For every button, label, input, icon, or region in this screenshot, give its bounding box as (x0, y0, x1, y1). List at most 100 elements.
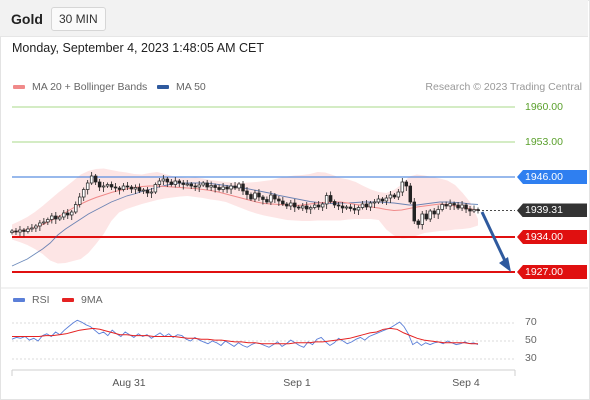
candle-body (217, 187, 221, 190)
candle-body (468, 208, 472, 212)
candle-body (305, 205, 309, 210)
candle-body (456, 204, 460, 209)
price-tag-support-5: 1927.00 (517, 265, 587, 279)
candle-body (89, 175, 94, 184)
candle-body (412, 201, 416, 222)
candle-body (380, 198, 385, 202)
chart-header: Gold 30 MIN (0, 0, 588, 37)
candle-body (125, 185, 130, 188)
rsi-axis-label-70: 70 (525, 316, 537, 328)
candle-body (460, 204, 464, 209)
ma20-line (11, 185, 479, 233)
candle-body (312, 204, 317, 208)
candle-body (452, 203, 456, 206)
ma50-line (11, 182, 479, 267)
candle-body (324, 195, 329, 205)
candle-body (340, 205, 345, 209)
timeframe-button[interactable]: 30 MIN (51, 7, 106, 31)
candle-body (396, 191, 401, 198)
candle-body (281, 200, 285, 205)
candle-body (404, 181, 409, 187)
rsi-ma9-line (12, 327, 478, 345)
candle-body (145, 189, 150, 194)
price-tag-target-0: 1960.00 (525, 101, 563, 113)
candle-body (161, 178, 166, 182)
candle-body (229, 185, 233, 190)
candle-body (297, 206, 301, 209)
candle-body (444, 204, 448, 207)
candle-body (328, 195, 333, 202)
candle-body (432, 210, 436, 215)
rsi-line (11, 319, 479, 348)
candle-body (416, 220, 420, 225)
candle-body (10, 230, 14, 233)
candle-body (26, 228, 30, 232)
candle-body (308, 207, 313, 210)
candle-body (420, 213, 424, 225)
candle-body (153, 184, 158, 193)
ma50-swatch (157, 85, 169, 89)
candle-body (440, 204, 444, 210)
candle-body (257, 192, 261, 198)
candle-body (34, 225, 38, 229)
candle-body (293, 202, 297, 208)
candle-body (348, 206, 353, 209)
candle-body (38, 222, 42, 227)
candle-body (62, 212, 66, 218)
price-tag-last-3: 1939.31 (517, 203, 587, 218)
ma20-swatch (13, 85, 25, 89)
candle-body (58, 216, 62, 220)
candle-body (205, 182, 209, 188)
rsi-axis-label-50: 50 (525, 334, 537, 346)
legend-ma20: MA 20 + Bollinger Bands (13, 81, 147, 93)
candle-body (384, 197, 389, 202)
candle-body (356, 207, 361, 211)
candle-body (70, 211, 74, 216)
candle-body (261, 196, 265, 200)
bollinger-band (12, 168, 478, 264)
candle-body (316, 204, 321, 208)
candle-body (269, 194, 273, 203)
ma9-swatch (62, 298, 74, 302)
research-credit: Research © 2023 Trading Central (425, 81, 582, 93)
candle-body (376, 198, 381, 203)
candle-body (364, 203, 369, 208)
candle-body (30, 227, 34, 230)
rsi-swatch (13, 298, 25, 302)
forecast-arrow-shaft (480, 211, 508, 264)
candle-body (237, 183, 241, 189)
candle-body (18, 229, 22, 233)
candle-body (117, 187, 122, 190)
x-axis-label-sep4: Sep 4 (452, 377, 480, 389)
candle-body (137, 187, 142, 192)
candle-body (157, 180, 162, 185)
candle-body (344, 206, 349, 209)
candle-body (149, 191, 154, 194)
candle-body (181, 182, 185, 185)
rsi-axis-label-30: 30 (525, 352, 537, 364)
candle-body (185, 183, 189, 186)
candle-body (129, 186, 134, 190)
legend-ma9: 9MA (62, 294, 103, 306)
candle-body (66, 212, 70, 216)
candle-body (245, 190, 249, 195)
candle-body (289, 202, 293, 207)
candle-body (408, 185, 413, 203)
candle-body (14, 230, 18, 233)
candle-body (169, 181, 174, 185)
candle-body (400, 181, 405, 193)
price-tag-support-4: 1934.00 (517, 230, 587, 244)
candle-body (301, 205, 305, 209)
candle-body (101, 185, 106, 188)
candle-body (253, 192, 257, 200)
x-axis-label-sep1: Sep 1 (283, 377, 311, 389)
candle-body (320, 203, 325, 208)
candle-body (285, 203, 289, 207)
candle-body (173, 180, 178, 185)
candle-body (81, 189, 86, 198)
candle-body (273, 194, 277, 200)
price-tag-target-1: 1953.00 (525, 136, 563, 148)
candle-body (436, 209, 440, 215)
candle-body (221, 186, 225, 190)
